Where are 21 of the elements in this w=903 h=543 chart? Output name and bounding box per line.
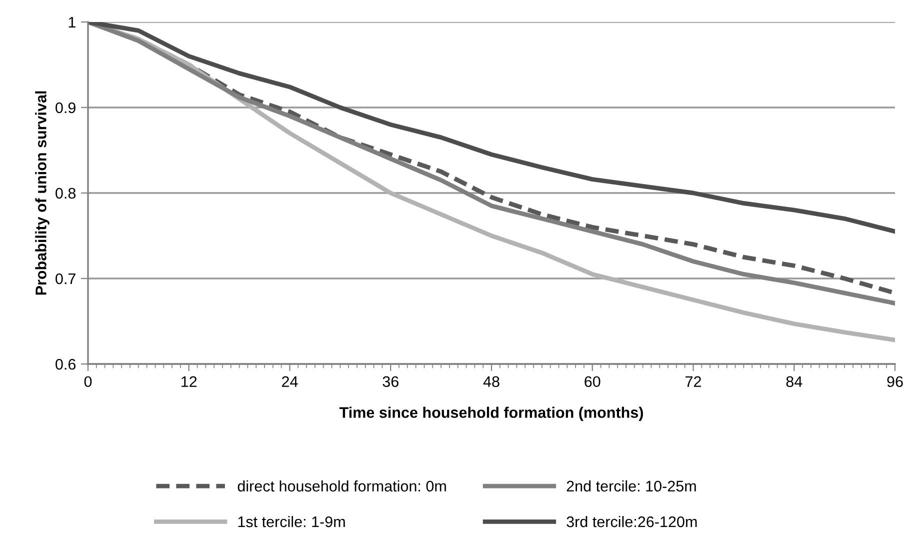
x-tick-label: 24 [282, 376, 298, 387]
y-tick-label: 0.7 [56, 273, 76, 284]
legend-label: direct household formation: 0m [238, 480, 446, 492]
x-tick-label: 84 [786, 376, 802, 388]
x-tick-label: 0 [84, 376, 92, 388]
y-tick-label: 0.6 [56, 358, 76, 370]
legend-label: 1st tercile: 1-9m [238, 516, 345, 528]
y-tick-label: 0.8 [56, 188, 76, 199]
x-tick-label: 48 [483, 376, 500, 388]
y-tick-label: 0.9 [56, 102, 76, 114]
y-tick-label: 1 [68, 17, 76, 28]
legend-label: 2nd tercile: 10-25m [566, 480, 696, 492]
legend-label: 3rd tercile:26-120m [566, 516, 697, 528]
x-tick-label: 60 [584, 376, 600, 388]
line-series [88, 22, 895, 234]
x-tick-label: 36 [382, 376, 398, 388]
x-tick-label: 96 [887, 376, 903, 388]
x-tick-label: 12 [182, 376, 197, 387]
x-tick-label: 72 [686, 376, 701, 387]
x-axis-title: Time since household formation (months) [339, 406, 643, 421]
y-axis-title: Probability of union survival [35, 91, 50, 295]
